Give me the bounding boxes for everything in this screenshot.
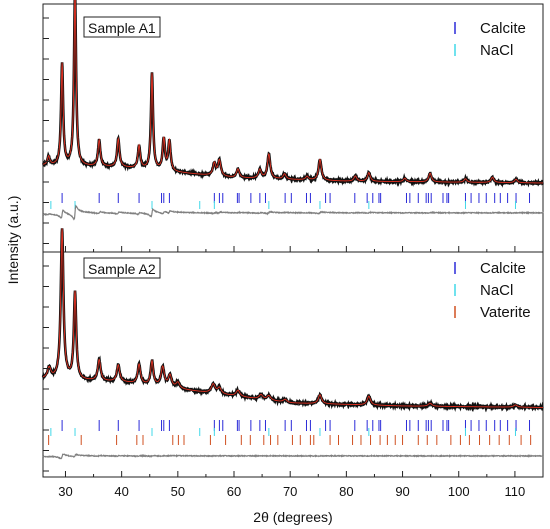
legend-label-calcite: Calcite bbox=[480, 260, 526, 277]
x-tick-label: 60 bbox=[227, 484, 241, 499]
x-axis-label: 2θ (degrees) bbox=[253, 509, 332, 525]
x-tick-label: 80 bbox=[339, 484, 353, 499]
sample-label-a1-text: Sample A1 bbox=[88, 20, 156, 36]
legend-top: Calcite NaCl bbox=[454, 20, 526, 59]
legend-label-nacl: NaCl bbox=[480, 282, 513, 299]
series-observed bbox=[41, 228, 544, 413]
y-axis-label: Intensity (a.u.) bbox=[5, 196, 21, 285]
series-difference bbox=[42, 453, 544, 460]
plot-frame bbox=[42, 3, 544, 478]
x-tick-label: 90 bbox=[395, 484, 409, 499]
sample-label-a2-text: Sample A2 bbox=[88, 261, 156, 277]
sample-label-a2: Sample A2 bbox=[83, 257, 161, 279]
legend-bottom: Calcite NaCl Vaterite bbox=[454, 260, 531, 321]
x-tick-label: 100 bbox=[448, 484, 470, 499]
x-axis: 30 40 50 60 70 80 90 100 110 bbox=[43, 17, 544, 499]
x-tick-label: 110 bbox=[505, 484, 526, 499]
series-calculated bbox=[42, 228, 544, 408]
series-difference bbox=[42, 204, 544, 221]
legend-label-calcite: Calcite bbox=[480, 20, 526, 37]
legend-label-vaterite: Vaterite bbox=[480, 304, 531, 321]
x-tick-label: 30 bbox=[58, 484, 72, 499]
panel-sample-a2 bbox=[41, 228, 544, 460]
sample-label-a1: Sample A1 bbox=[83, 16, 161, 38]
x-tick-label: 50 bbox=[171, 484, 185, 499]
x-tick-label: 40 bbox=[114, 484, 128, 499]
legend-label-nacl: NaCl bbox=[480, 42, 513, 59]
series-calculated bbox=[42, 0, 544, 184]
x-tick-label: 70 bbox=[283, 484, 297, 499]
panel-sample-a1 bbox=[42, 0, 544, 221]
